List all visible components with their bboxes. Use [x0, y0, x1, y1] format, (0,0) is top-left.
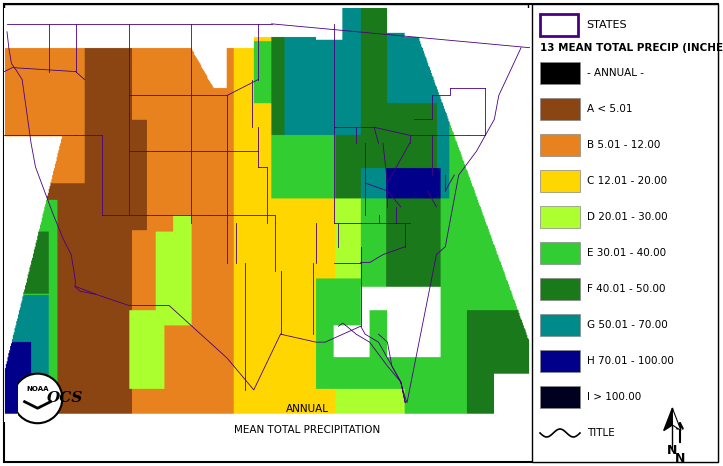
Bar	[540, 62, 580, 84]
Text: G 50.01 - 70.00: G 50.01 - 70.00	[587, 320, 668, 330]
Text: STATES: STATES	[586, 20, 627, 30]
Bar	[532, 4, 718, 462]
Text: TITLE: TITLE	[587, 428, 615, 438]
Bar	[540, 14, 578, 36]
Circle shape	[13, 374, 62, 423]
Polygon shape	[664, 408, 672, 431]
Bar	[540, 386, 580, 408]
Text: 13 MEAN TOTAL PRECIP (INCHES): 13 MEAN TOTAL PRECIP (INCHES)	[540, 43, 723, 53]
Bar	[4, 4, 528, 42]
Text: I > 100.00: I > 100.00	[587, 392, 641, 402]
Bar	[540, 170, 580, 192]
Bar	[540, 98, 580, 120]
Text: NOAA: NOAA	[26, 386, 49, 391]
Text: - ANNUAL -: - ANNUAL -	[587, 68, 644, 78]
Bar	[540, 278, 580, 300]
Text: MEAN TOTAL PRECIPITATION: MEAN TOTAL PRECIPITATION	[234, 425, 380, 435]
Text: A < 5.01: A < 5.01	[587, 104, 633, 114]
Text: N: N	[667, 444, 677, 457]
Bar	[4, 42, 528, 460]
Bar	[540, 206, 580, 228]
Bar	[540, 242, 580, 264]
Text: Mean Annual Total Precipitation Contiguous United States: Mean Annual Total Precipitation Contiguo…	[14, 16, 414, 30]
Text: N: N	[675, 452, 685, 465]
Text: F 40.01 - 50.00: F 40.01 - 50.00	[587, 284, 665, 294]
Text: H 70.01 - 100.00: H 70.01 - 100.00	[587, 356, 674, 366]
Text: B 5.01 - 12.00: B 5.01 - 12.00	[587, 140, 660, 150]
Bar	[540, 314, 580, 336]
Text: ANNUAL: ANNUAL	[286, 404, 329, 414]
Text: E 30.01 - 40.00: E 30.01 - 40.00	[587, 248, 666, 258]
Bar	[540, 350, 580, 372]
Text: C 12.01 - 20.00: C 12.01 - 20.00	[587, 176, 667, 186]
Polygon shape	[672, 408, 681, 431]
Text: OCS: OCS	[47, 391, 83, 405]
Bar	[540, 134, 580, 156]
Text: D 20.01 - 30.00: D 20.01 - 30.00	[587, 212, 667, 222]
